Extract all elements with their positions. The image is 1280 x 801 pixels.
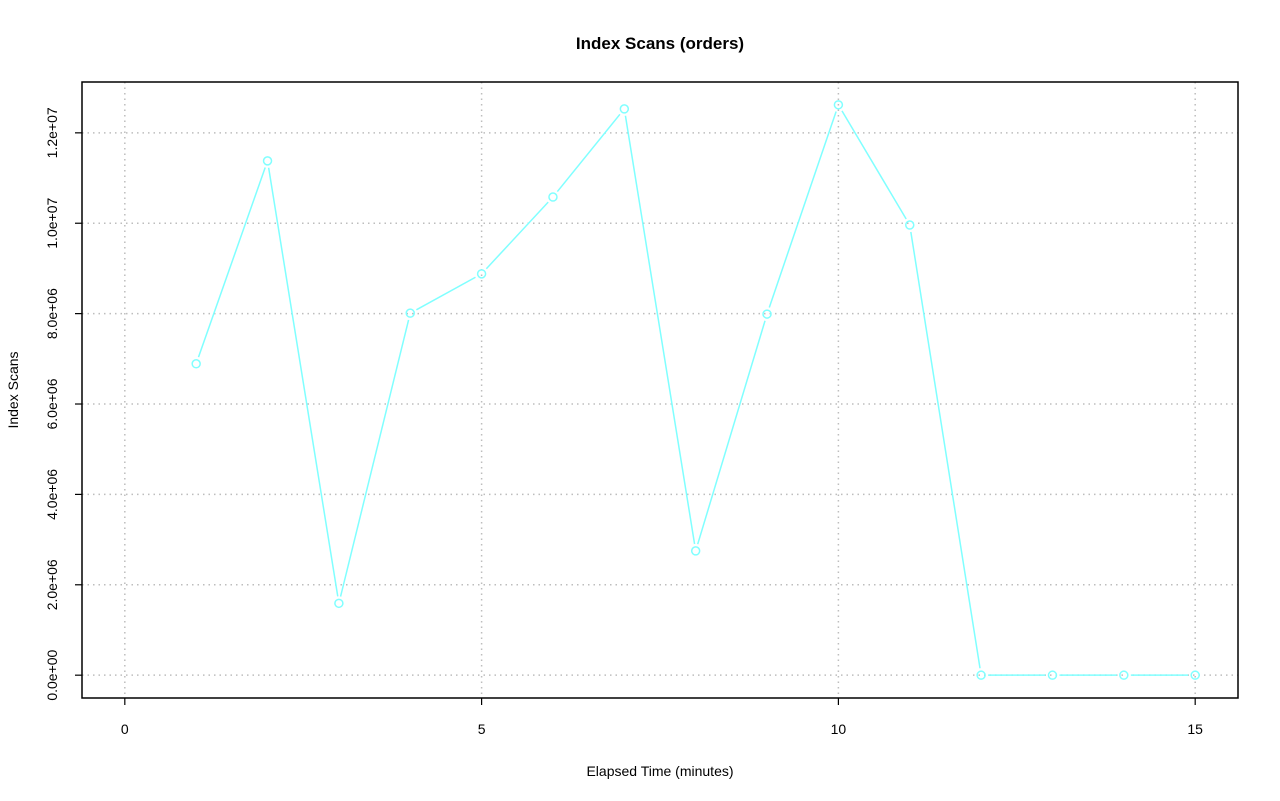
data-point bbox=[405, 308, 415, 318]
series-segment bbox=[197, 167, 266, 358]
x-tick-label: 10 bbox=[831, 721, 847, 737]
x-tick-label: 5 bbox=[478, 721, 486, 737]
data-point bbox=[334, 598, 344, 609]
data-point bbox=[476, 269, 487, 279]
data-point bbox=[905, 220, 915, 230]
series-segment bbox=[768, 111, 837, 308]
series-segment bbox=[696, 320, 766, 545]
data-point bbox=[262, 156, 273, 166]
series-segment bbox=[485, 201, 549, 270]
axes: 0 5 10 15 0.0e+00 2.0e+06 4.0e+06 6.0e+06 8.0e+0… bbox=[44, 107, 1203, 737]
y-tick-label: 2.0e+06 bbox=[44, 559, 60, 610]
x-tick-label: 15 bbox=[1187, 721, 1203, 737]
data-point bbox=[1119, 670, 1129, 680]
y-tick-label: 1.0e+07 bbox=[44, 198, 60, 249]
y-tick-label: 6.0e+06 bbox=[44, 378, 60, 429]
y-tick-label: 4.0e+06 bbox=[44, 469, 60, 520]
data-point bbox=[1047, 670, 1058, 680]
grid bbox=[82, 82, 1238, 698]
y-axis-label: Index Scans bbox=[5, 351, 21, 428]
series-segment bbox=[267, 167, 339, 597]
data-point bbox=[976, 670, 986, 680]
series-segment bbox=[910, 231, 981, 669]
series-segment bbox=[556, 113, 621, 193]
data-point bbox=[833, 100, 844, 110]
series-line bbox=[191, 100, 1200, 680]
series-segment bbox=[841, 110, 907, 220]
series-segment bbox=[416, 276, 476, 311]
y-tick-label: 0.0e+00 bbox=[44, 649, 60, 700]
series-segment bbox=[339, 319, 410, 597]
data-point bbox=[191, 359, 201, 369]
x-tick-label: 0 bbox=[121, 721, 129, 737]
chart-title: Index Scans (orders) bbox=[576, 34, 744, 53]
y-tick-label: 8.0e+06 bbox=[44, 288, 60, 339]
data-point bbox=[690, 546, 701, 556]
data-point bbox=[762, 309, 772, 319]
data-point bbox=[548, 192, 558, 202]
data-point bbox=[1190, 670, 1200, 680]
y-tick-label: 1.2e+07 bbox=[44, 107, 60, 158]
data-point bbox=[619, 104, 630, 114]
x-axis-label: Elapsed Time (minutes) bbox=[586, 763, 733, 779]
series-segment bbox=[624, 115, 696, 545]
plot-frame bbox=[81, 81, 1239, 699]
